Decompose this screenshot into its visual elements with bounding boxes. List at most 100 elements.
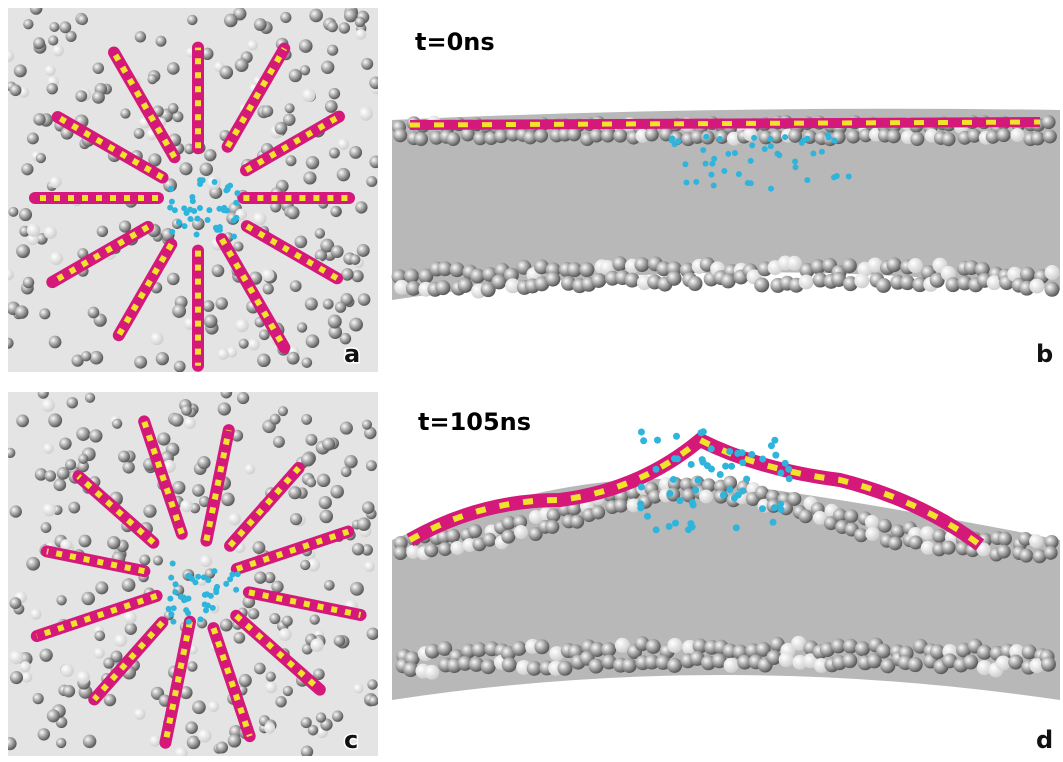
lipid-head xyxy=(185,721,198,734)
peptide-atom xyxy=(227,182,234,189)
lipid-head xyxy=(315,712,327,723)
peptide-atom xyxy=(770,504,778,512)
lipid-head xyxy=(501,515,516,530)
lipid-head xyxy=(237,392,250,405)
lipid-head xyxy=(87,306,100,319)
peptide-atom xyxy=(167,595,174,602)
lipid-head xyxy=(133,128,145,139)
lipid-head xyxy=(319,509,334,524)
lipid-head xyxy=(103,693,117,707)
lipid-head xyxy=(301,643,313,655)
peptide-atom xyxy=(653,436,661,444)
lipid-head xyxy=(271,580,284,593)
lipid-head xyxy=(252,211,267,226)
lipid-head xyxy=(798,274,814,290)
lipid-head xyxy=(8,447,16,458)
lipid-head xyxy=(626,498,641,513)
lipid-head xyxy=(354,16,366,28)
peptide-atom xyxy=(666,489,674,497)
lipid-head xyxy=(361,544,373,556)
lipid-head xyxy=(288,68,302,83)
lipid-head xyxy=(557,660,573,676)
lipid-head xyxy=(570,514,585,529)
lipid-head xyxy=(264,722,276,734)
lipid-head xyxy=(261,268,275,282)
lipid-head xyxy=(328,87,341,100)
lipid-head xyxy=(1044,265,1060,281)
peptide-atom xyxy=(213,589,220,596)
lipid-head xyxy=(265,681,277,694)
lipid-head xyxy=(854,273,870,289)
peptide-atom xyxy=(825,134,832,141)
lipid-head xyxy=(1029,278,1045,294)
lipid-head xyxy=(523,130,538,145)
lipid-head xyxy=(257,353,271,368)
lipid-head xyxy=(337,138,350,150)
lipid-head xyxy=(217,402,231,416)
lipid-head xyxy=(259,329,270,341)
lipid-head xyxy=(446,132,461,147)
lipid-head xyxy=(358,106,373,121)
lipid-head xyxy=(340,466,352,478)
lipid-head xyxy=(336,167,351,182)
lipid-head xyxy=(1008,654,1024,670)
lipid-head xyxy=(831,271,847,287)
helix xyxy=(30,589,163,643)
peptide-atom xyxy=(726,486,734,494)
peptide-atom xyxy=(211,179,218,186)
peptide-atom xyxy=(732,524,740,532)
lipid-head xyxy=(1019,548,1034,563)
lipid-head xyxy=(418,268,434,284)
lipid-head xyxy=(614,637,630,653)
lipid-head xyxy=(155,351,169,366)
lipid-head xyxy=(1044,281,1060,297)
lipid-head xyxy=(172,481,186,495)
peptide-atom xyxy=(671,141,678,148)
lipid-head xyxy=(353,683,364,694)
lipid-head xyxy=(942,653,958,669)
lipid-head xyxy=(43,443,54,454)
peptide-atom xyxy=(637,428,645,436)
peptide-atom xyxy=(692,486,700,494)
peptide-atom xyxy=(758,505,766,513)
lipid-head xyxy=(511,640,527,656)
lipid-head xyxy=(621,657,637,673)
peptide-atom xyxy=(170,605,177,612)
lipid-head xyxy=(75,90,88,102)
lipid-head xyxy=(152,555,164,566)
peptide-atom xyxy=(231,233,238,240)
lipid-head xyxy=(261,105,274,118)
peptide-atom xyxy=(168,574,175,581)
lipid-head xyxy=(254,571,267,584)
lipid-head xyxy=(842,276,858,292)
lipid-head xyxy=(567,127,582,142)
lipid-head xyxy=(173,360,186,372)
lipid-head xyxy=(277,406,288,417)
lipid-head xyxy=(238,673,252,688)
lipid-head xyxy=(278,628,292,642)
lipid-head xyxy=(546,508,561,523)
peptide-atom xyxy=(730,494,738,502)
lipid-head xyxy=(338,22,351,34)
lipid-head xyxy=(506,127,521,142)
lipid-head xyxy=(854,528,869,543)
lipid-head xyxy=(157,432,171,446)
lipid-head xyxy=(692,638,708,654)
lipid-head xyxy=(334,301,347,313)
lipid-head xyxy=(940,265,956,281)
peptide-atom xyxy=(195,573,202,580)
lipid-head xyxy=(197,456,211,470)
peptide-atom xyxy=(694,476,702,484)
lipid-head xyxy=(226,346,238,358)
lipid-head xyxy=(304,297,318,311)
peptide-atom xyxy=(169,228,176,235)
lipid-head xyxy=(198,496,211,508)
lipid-head xyxy=(644,654,660,670)
peptide-atom xyxy=(652,526,660,534)
lipid-head xyxy=(830,638,846,654)
lipid-head xyxy=(66,396,79,409)
lipid-head xyxy=(711,653,727,669)
lipid-head xyxy=(929,272,945,288)
lipid-head xyxy=(118,220,132,233)
lipid-head xyxy=(8,737,17,751)
